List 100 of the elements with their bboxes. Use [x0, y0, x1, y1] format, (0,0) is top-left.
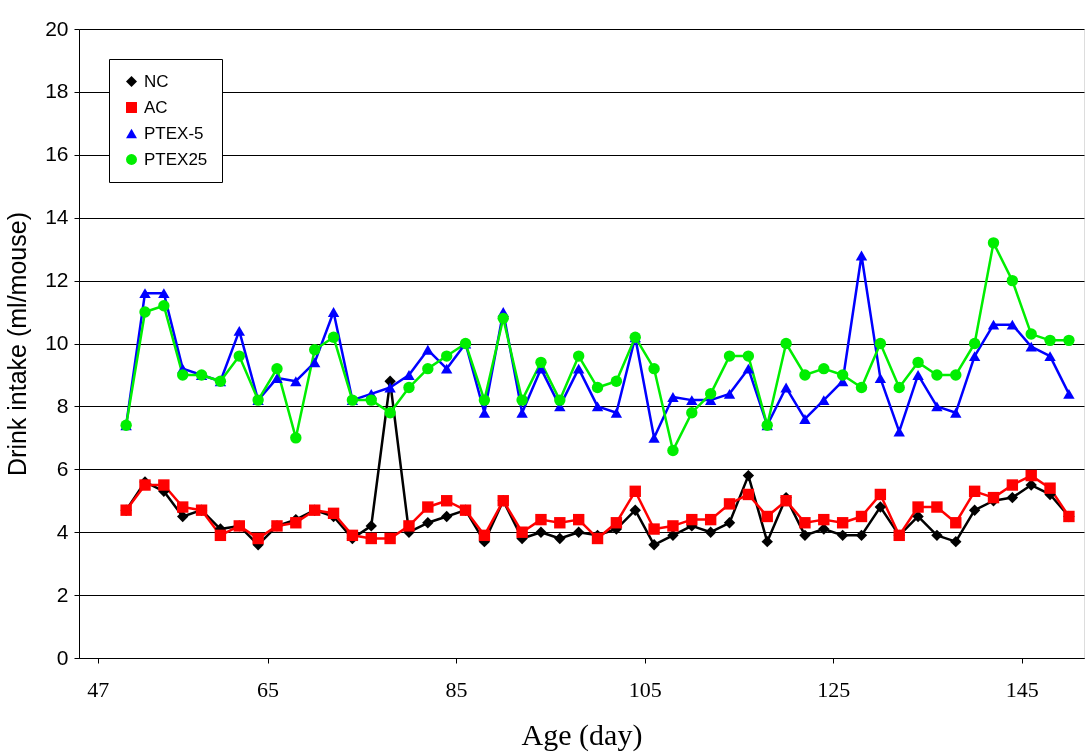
point	[836, 369, 849, 381]
point	[1025, 328, 1037, 340]
point	[572, 350, 585, 362]
point	[761, 535, 773, 548]
point	[968, 485, 981, 498]
point	[950, 369, 962, 381]
y-tick-label: 0	[56, 645, 69, 669]
point	[1044, 351, 1056, 362]
x-tick-label: 105	[628, 676, 662, 702]
point	[1063, 334, 1075, 347]
point	[780, 382, 792, 393]
point	[554, 394, 566, 406]
x-tick-label: 65	[257, 676, 280, 702]
point	[742, 350, 755, 362]
point	[742, 469, 755, 482]
point	[478, 529, 491, 542]
point	[968, 351, 981, 362]
point	[874, 337, 887, 350]
point	[667, 444, 679, 457]
point	[912, 501, 924, 513]
point	[422, 501, 434, 513]
point	[440, 363, 453, 374]
point	[818, 362, 830, 375]
point	[252, 532, 264, 545]
point	[648, 539, 660, 551]
point	[1006, 479, 1019, 491]
point	[290, 517, 302, 529]
point	[271, 362, 283, 375]
point	[648, 432, 660, 443]
point	[855, 381, 868, 394]
legend-label: PTEX-5	[144, 123, 204, 143]
point	[440, 510, 453, 523]
point	[1044, 482, 1056, 494]
point	[723, 498, 736, 510]
point	[516, 526, 528, 538]
point	[704, 513, 717, 526]
point	[177, 501, 189, 513]
point	[686, 395, 698, 406]
point	[950, 517, 962, 529]
point	[233, 325, 245, 336]
y-tick-label: 16	[45, 142, 69, 166]
y-tick-label: 4	[56, 519, 69, 543]
point	[422, 344, 434, 355]
point	[968, 337, 981, 350]
point	[271, 373, 283, 384]
point	[874, 501, 887, 513]
point	[158, 300, 170, 312]
point	[950, 407, 962, 418]
y-tick-label: 6	[56, 456, 69, 480]
point	[648, 523, 660, 535]
point	[704, 526, 717, 538]
point	[912, 356, 924, 369]
point	[799, 517, 811, 529]
x-tick-label: 145	[1005, 676, 1039, 702]
point	[384, 532, 396, 545]
y-tick-label: 12	[45, 268, 69, 292]
point	[422, 517, 434, 529]
y-tick-label: 20	[45, 16, 69, 40]
point	[403, 381, 415, 394]
point	[327, 307, 340, 317]
point	[139, 306, 151, 318]
legend-label: PTEX25	[144, 149, 208, 169]
point	[139, 288, 151, 299]
point	[440, 495, 453, 507]
point	[629, 485, 641, 498]
point	[799, 369, 811, 381]
point	[403, 370, 415, 380]
point	[931, 401, 943, 412]
legend-label: NC	[144, 71, 169, 91]
point	[572, 526, 585, 538]
point	[422, 362, 434, 375]
point	[912, 370, 924, 380]
point	[610, 517, 623, 529]
x-axis-title: Age (day)	[521, 717, 643, 752]
point	[761, 510, 773, 523]
point	[723, 517, 736, 529]
point	[384, 382, 396, 393]
point	[818, 395, 830, 406]
point	[855, 529, 868, 542]
x-tick-label: 85	[445, 676, 468, 702]
y-tick-label: 8	[56, 393, 69, 417]
point	[874, 373, 887, 384]
point	[610, 407, 623, 418]
point	[723, 350, 736, 362]
point	[686, 513, 698, 526]
point	[554, 532, 566, 545]
point	[836, 529, 849, 542]
y-tick-label: 18	[45, 79, 69, 103]
point	[591, 381, 604, 394]
point	[1006, 274, 1019, 287]
point	[629, 504, 641, 516]
point	[931, 529, 943, 542]
point	[893, 381, 905, 394]
point	[403, 520, 415, 532]
x-tick-label: 125	[817, 676, 851, 702]
point	[742, 363, 755, 374]
y-tick-label: 10	[45, 331, 69, 354]
point	[742, 488, 755, 501]
point	[686, 407, 698, 419]
point	[497, 312, 509, 325]
